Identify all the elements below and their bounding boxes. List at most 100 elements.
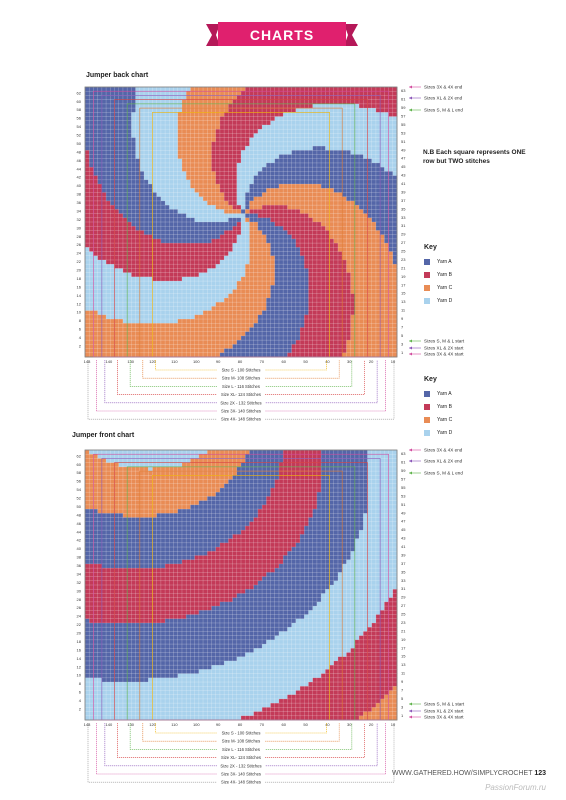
pattern-cell	[308, 306, 356, 311]
size-label: Size L - 116 Stitches	[222, 384, 260, 389]
pattern-cell	[97, 175, 145, 181]
pattern-cell	[333, 188, 398, 193]
column-label: 10	[391, 359, 396, 364]
pattern-cell	[85, 492, 217, 497]
row-label-right: 33	[401, 578, 406, 583]
row-label-right: 27	[401, 603, 406, 608]
pattern-cell	[148, 677, 313, 683]
pattern-cell	[245, 200, 250, 206]
pattern-cell	[186, 175, 217, 181]
column-label: 60	[281, 359, 286, 364]
pattern-cell	[304, 530, 360, 535]
pattern-cell	[190, 504, 263, 510]
size-label: Size 3X- 140 Stitches	[221, 409, 261, 414]
pattern-cell	[85, 302, 217, 307]
column-label: 100	[193, 722, 200, 727]
pattern-cell	[312, 509, 368, 514]
pattern-cell	[85, 610, 200, 615]
pattern-cell	[211, 158, 242, 164]
pattern-cell	[270, 492, 318, 497]
pattern-cell	[85, 179, 98, 185]
pattern-cell	[291, 622, 373, 628]
pattern-cell	[177, 133, 217, 138]
pattern-cell	[85, 669, 200, 674]
row-label-left: 18	[77, 639, 82, 644]
pattern-cell	[270, 293, 309, 299]
pattern-cell	[211, 150, 242, 155]
pattern-cell	[85, 509, 98, 514]
key-label: Yarn B	[437, 271, 452, 278]
pattern-cell	[392, 255, 398, 261]
pattern-cell	[304, 323, 351, 328]
pattern-cell	[287, 205, 360, 210]
size-label-bg	[217, 762, 265, 769]
row-label-left: 54	[77, 124, 82, 129]
pattern-cell	[236, 222, 242, 227]
row-label-right: 19	[401, 637, 406, 642]
pattern-cell	[257, 129, 398, 134]
pattern-cell	[300, 209, 364, 214]
arrow-icon	[409, 715, 412, 719]
column-label: 20	[369, 359, 374, 364]
row-label-left: 34	[77, 571, 82, 576]
charts-banner: CHARTS	[206, 22, 358, 48]
row-label-right: 9	[401, 679, 404, 684]
pattern-cell	[392, 171, 398, 176]
pattern-cell	[359, 103, 398, 109]
pattern-cell	[257, 314, 305, 320]
pattern-cell	[283, 559, 347, 565]
pattern-cell	[85, 120, 132, 126]
pattern-cell	[350, 335, 398, 341]
row-label-right: 55	[401, 485, 406, 490]
row-label-left: 12	[77, 301, 82, 306]
row-label-right: 63	[401, 88, 406, 93]
pattern-cell	[392, 593, 398, 598]
key-label: Yarn C	[437, 284, 453, 291]
pattern-cell	[85, 618, 90, 624]
pattern-cell	[106, 196, 162, 202]
row-label-right: 45	[401, 527, 406, 532]
pattern-cell	[249, 205, 263, 210]
pattern-cell	[308, 297, 356, 303]
pattern-cell	[342, 192, 398, 197]
pattern-cell	[85, 335, 242, 341]
pattern-cell	[177, 129, 217, 134]
pattern-cell	[283, 454, 322, 459]
row-label-right: 15	[401, 291, 406, 296]
row-label-left: 32	[77, 580, 82, 585]
arrow-icon	[409, 96, 412, 100]
pattern-cell	[384, 606, 398, 611]
pattern-cell	[350, 551, 398, 556]
pattern-cell	[342, 563, 398, 569]
pattern-cell	[321, 222, 377, 227]
key-label: Yarn B	[437, 403, 452, 410]
pattern-cell	[85, 344, 233, 349]
row-label-left: 22	[77, 622, 82, 627]
row-label-left: 58	[77, 470, 82, 475]
pattern-cell	[274, 116, 398, 122]
row-label-left: 52	[77, 133, 82, 138]
pattern-cell	[321, 454, 368, 459]
pattern-cell	[106, 259, 221, 265]
size-label-bg	[217, 391, 265, 398]
row-label-left: 56	[77, 479, 82, 484]
size-outline	[84, 86, 398, 358]
pattern-cell	[333, 580, 398, 586]
size-label: Size S - 100 Stitches	[222, 731, 261, 736]
row-label-right: 55	[401, 122, 406, 127]
pattern-cell	[85, 319, 124, 324]
row-label-left: 42	[77, 538, 82, 543]
pattern-cell	[85, 314, 107, 320]
pattern-cell	[245, 458, 284, 463]
pattern-cell	[85, 534, 233, 539]
column-label: 130	[127, 722, 134, 727]
pattern-cell	[85, 660, 225, 666]
row-label-right: 5	[401, 696, 404, 701]
pattern-cell	[241, 205, 246, 210]
pattern-cell	[300, 538, 356, 544]
pattern-cell	[384, 167, 398, 172]
row-label-right: 15	[401, 654, 406, 659]
pattern-cell	[245, 268, 276, 273]
pattern-cell	[186, 91, 242, 96]
pattern-cell	[342, 568, 398, 573]
